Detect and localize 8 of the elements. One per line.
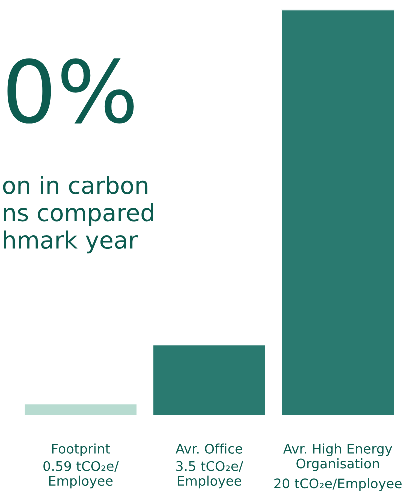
x-tick-label: Avr. Office (176, 444, 242, 454)
x-tick-label: Avr. High Energy Organisation (284, 444, 392, 472)
data-label: 3.5 tCO₂e/ Employee (176, 461, 244, 489)
data-label: 0.59 tCO₂e/ Employee (44, 461, 119, 489)
x-tick-label: Footprint (52, 444, 110, 456)
annotation: on in carbon ns compared hmark year (3, 176, 154, 254)
data-label: 20 tCO₂e/Employee (274, 478, 402, 492)
annotation: 0% (8, 58, 134, 124)
